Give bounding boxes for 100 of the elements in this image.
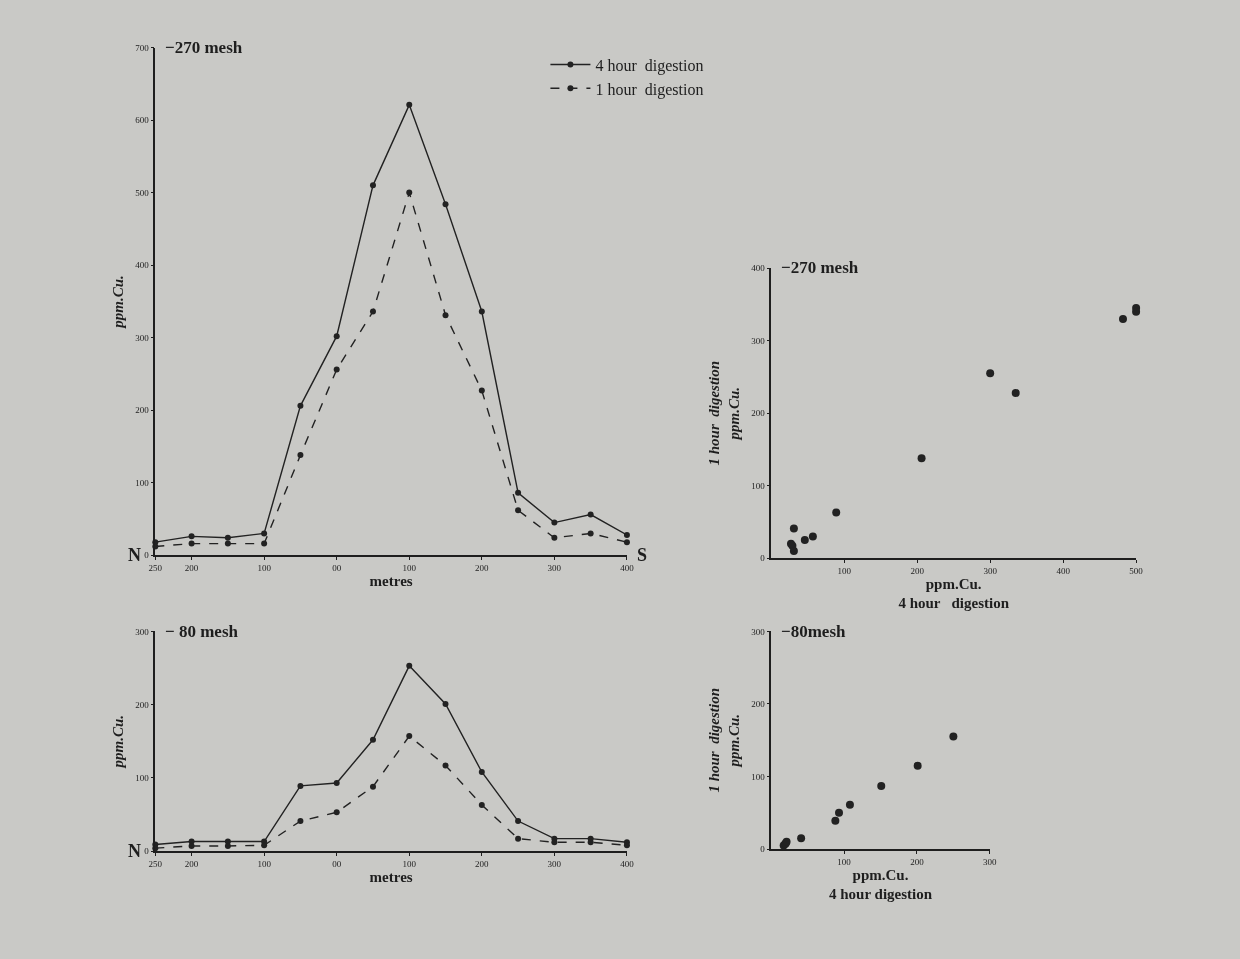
y-tick-label: 0 bbox=[760, 553, 766, 564]
x-axis-title: metres bbox=[369, 868, 413, 885]
point bbox=[297, 452, 304, 459]
point bbox=[515, 489, 522, 496]
x-tick-label: 300 bbox=[983, 856, 998, 867]
point bbox=[949, 732, 958, 741]
y-tick-label: 400 bbox=[135, 260, 150, 271]
text: S bbox=[637, 545, 648, 565]
point bbox=[623, 539, 630, 546]
point bbox=[333, 779, 340, 786]
x-tick-label: 200 bbox=[184, 562, 199, 573]
point bbox=[478, 308, 485, 315]
y-tick-label: 100 bbox=[135, 773, 150, 784]
point bbox=[515, 818, 522, 825]
point bbox=[442, 201, 449, 208]
y-tick-label: 300 bbox=[135, 332, 150, 343]
x-tick-label: 250 bbox=[148, 562, 163, 573]
point bbox=[333, 809, 340, 816]
point bbox=[406, 733, 413, 740]
point bbox=[478, 769, 485, 775]
legend-label: 1 hour digestion bbox=[595, 80, 704, 99]
y-tick-label: 0 bbox=[760, 844, 766, 855]
y-tick-label: 200 bbox=[135, 405, 150, 416]
point bbox=[333, 333, 340, 340]
point bbox=[832, 508, 841, 517]
point bbox=[551, 519, 558, 526]
y-tick-label: 200 bbox=[135, 699, 150, 710]
legend-label: 4 hour digestion bbox=[595, 56, 704, 75]
y-tick-label: 700 bbox=[135, 42, 150, 53]
text: N bbox=[128, 545, 141, 565]
y-tick-label: 400 bbox=[751, 263, 766, 274]
point bbox=[917, 454, 926, 463]
x-tick-label: 100 bbox=[402, 562, 417, 573]
x-tick-label: 100 bbox=[402, 858, 417, 869]
point bbox=[587, 511, 594, 518]
point bbox=[224, 534, 231, 541]
point bbox=[797, 834, 806, 843]
point bbox=[587, 530, 594, 537]
point bbox=[297, 782, 304, 789]
text: N bbox=[128, 841, 141, 861]
y-tick-label: 0 bbox=[144, 550, 150, 561]
point bbox=[478, 387, 485, 394]
y-tick-label: 0 bbox=[144, 846, 150, 857]
point bbox=[515, 507, 522, 514]
x-axis-title: metres bbox=[369, 572, 413, 589]
point bbox=[224, 540, 231, 547]
x-tick-label: 300 bbox=[983, 565, 998, 576]
point bbox=[551, 839, 558, 846]
point bbox=[623, 531, 630, 538]
y-tick-label: 200 bbox=[751, 699, 766, 710]
point bbox=[188, 842, 195, 849]
point bbox=[515, 835, 522, 842]
point bbox=[224, 842, 231, 849]
point bbox=[587, 839, 594, 846]
point bbox=[188, 533, 195, 540]
point bbox=[261, 842, 268, 849]
y-axis-title: ppm.Cu. bbox=[110, 714, 127, 770]
y-tick-label: 100 bbox=[135, 477, 150, 488]
point bbox=[406, 189, 413, 196]
point bbox=[369, 736, 376, 743]
point bbox=[478, 801, 485, 808]
point bbox=[442, 700, 449, 707]
chart-title: − 80 mesh bbox=[165, 622, 239, 641]
point bbox=[369, 308, 376, 315]
y-tick-label: 300 bbox=[135, 626, 150, 637]
point bbox=[333, 366, 340, 373]
point bbox=[986, 369, 995, 378]
point bbox=[845, 800, 854, 809]
point bbox=[297, 818, 304, 825]
point bbox=[551, 534, 558, 541]
x-tick-label: 200 bbox=[184, 858, 199, 869]
chart-title: −80mesh bbox=[781, 622, 847, 641]
point bbox=[835, 808, 844, 817]
x-tick-label: 400 bbox=[620, 858, 635, 869]
point bbox=[188, 540, 195, 547]
point bbox=[800, 536, 809, 545]
y-tick-label: 600 bbox=[135, 115, 150, 126]
point bbox=[442, 762, 449, 769]
y-tick-label: 100 bbox=[751, 480, 766, 491]
point bbox=[789, 546, 798, 555]
y-tick-label: 100 bbox=[751, 771, 766, 782]
y-axis-title: ppm.Cu. bbox=[110, 275, 127, 330]
point bbox=[261, 540, 268, 547]
point bbox=[369, 783, 376, 790]
point bbox=[789, 524, 798, 533]
x-tick-label: 100 bbox=[257, 858, 272, 869]
chart-title: −270 mesh bbox=[165, 38, 243, 57]
x-tick-label: 200 bbox=[475, 562, 490, 573]
y-tick-label: 300 bbox=[751, 335, 766, 346]
y-tick-label: 500 bbox=[135, 187, 150, 198]
point bbox=[442, 312, 449, 319]
x-tick-label: 00 bbox=[332, 858, 342, 869]
y-tick-label: 300 bbox=[751, 626, 766, 637]
x-tick-label: 100 bbox=[837, 565, 852, 576]
point bbox=[831, 816, 840, 825]
x-axis-title: ppm.Cu. 4 hour digestion bbox=[828, 866, 933, 903]
point bbox=[877, 781, 886, 790]
x-tick-label: 100 bbox=[837, 856, 852, 867]
y-tick-label: 200 bbox=[751, 408, 766, 419]
chart-title: −270 mesh bbox=[781, 258, 859, 277]
